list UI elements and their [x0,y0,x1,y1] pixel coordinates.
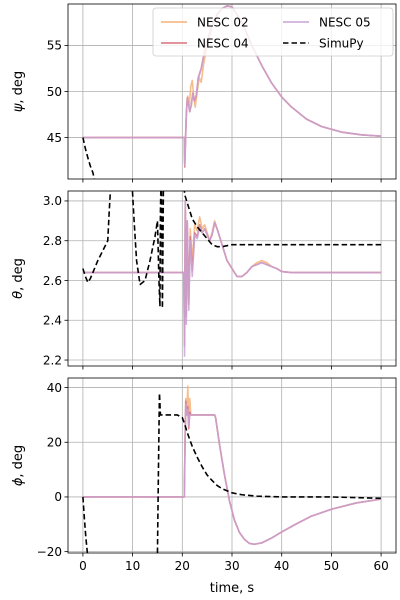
y-tick-label: 2.2 [43,353,62,367]
x-tick-label: 60 [373,559,388,573]
y-axis-label-symbol: ϕ [11,477,26,486]
x-tick-label: 20 [175,559,190,573]
y-tick-label: 20 [47,436,62,450]
y-tick-label: 40 [47,381,62,395]
y-axis-label-text: , deg [11,445,26,478]
y-axis-label-text: , deg [11,258,26,291]
series-line-nesc-05 [82,403,382,546]
legend-box [152,7,394,57]
series-group [82,191,382,357]
y-tick-label: 45 [47,131,62,145]
series-line-nesc-05 [82,200,382,357]
y-tick-label: 2.4 [43,314,62,328]
y-axis-label-symbol: θ [11,291,26,299]
y-axis-label: ψ, deg [11,71,26,112]
y-tick-label: 2.8 [43,234,62,248]
y-tick-label: −20 [37,545,62,559]
series-group [82,385,382,553]
legend-label: NESC 05 [319,16,371,30]
x-tick-label: 40 [274,559,289,573]
y-tick-label: 50 [47,85,62,99]
legend-label: NESC 04 [197,37,249,51]
series-line-simupy [82,137,96,179]
x-tick-label: 10 [125,559,140,573]
series-line-simupy [156,392,382,553]
y-tick-label: 3.0 [43,194,62,208]
legend-label: NESC 02 [197,16,249,30]
x-axis-label: time, s [210,581,255,596]
x-tick-label: 50 [324,559,339,573]
y-axis-label: θ, deg [11,258,26,299]
y-axis-label-symbol: ψ [11,103,26,112]
panel-2: 2.2 2.4 2.6 2.8 3.0 θ, deg [11,190,397,370]
panel-3: 0 10 20 30 40 50 60 −20 0 20 40 ϕ, deg [11,377,397,573]
legend: NESC 02 NESC 04 NESC 05 SimuPy [152,7,394,57]
y-axis-label-text: , deg [11,71,26,104]
x-tick-label: 0 [79,559,87,573]
x-tick-label: 30 [224,559,239,573]
legend-label: SimuPy [319,37,364,51]
y-tick-label: 0 [54,490,62,504]
y-axis-label: ϕ, deg [11,445,26,486]
y-tick-label: 2.6 [43,274,62,288]
series-line-simupy [82,496,89,553]
y-tick-label: 55 [47,39,62,53]
